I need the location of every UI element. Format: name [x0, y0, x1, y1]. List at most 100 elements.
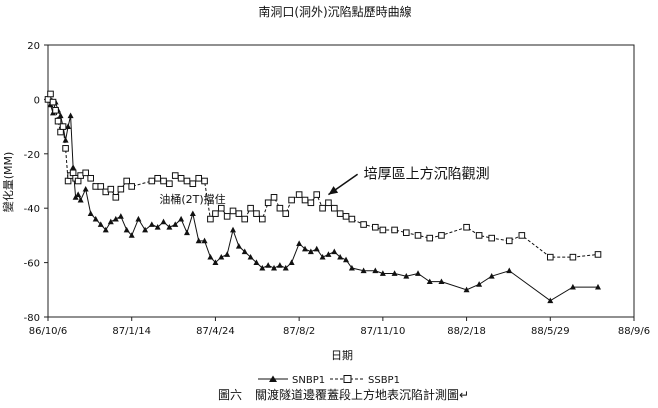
data-point-ssbp1: [259, 215, 266, 223]
data-point-snbp1: [123, 226, 130, 233]
data-point-snbp1: [265, 262, 272, 268]
data-point-snbp1: [112, 215, 119, 222]
data-point-snbp1: [57, 112, 64, 119]
data-point-snbp1: [247, 253, 254, 260]
legend-item-snbp1: SNBP1: [258, 375, 325, 386]
data-point-snbp1: [360, 267, 367, 274]
data-point-snbp1: [271, 264, 278, 271]
data-point-snbp1: [302, 245, 309, 252]
legend: SNBP1 SSBP1: [258, 375, 400, 386]
data-point-ssbp1: [166, 180, 173, 188]
data-point-snbp1: [195, 237, 202, 244]
data-point-snbp1: [148, 221, 155, 227]
data-point-snbp1: [426, 278, 433, 285]
legend-item-ssbp1: SSBP1: [330, 375, 400, 386]
data-point-ssbp1: [276, 204, 284, 212]
data-point-snbp1: [154, 224, 161, 230]
data-point-ssbp1: [247, 204, 254, 212]
annotation-text: 油桶(2T)擋住: [159, 192, 225, 206]
data-point-snbp1: [178, 215, 185, 222]
data-point-snbp1: [77, 196, 84, 203]
data-point-snbp1: [276, 262, 283, 268]
data-point-ssbp1: [391, 226, 398, 234]
data-point-ssbp1: [59, 123, 67, 130]
data-point-snbp1: [259, 264, 266, 271]
data-point-ssbp1: [301, 196, 309, 204]
data-point-ssbp1: [505, 237, 513, 245]
data-point-snbp1: [288, 259, 295, 265]
data-point-snbp1: [224, 251, 231, 257]
data-point-ssbp1: [319, 204, 326, 212]
data-point-ssbp1: [569, 253, 577, 261]
data-point-ssbp1: [438, 232, 445, 239]
data-point-snbp1: [172, 221, 179, 227]
data-point-ssbp1: [69, 169, 77, 177]
data-point-snbp1: [92, 215, 99, 222]
data-point-ssbp1: [212, 210, 219, 217]
x-tick-label: 87/11/10: [360, 326, 405, 337]
y-tick-label: -40: [24, 204, 40, 215]
data-point-snbp1: [102, 226, 109, 233]
data-point-ssbp1: [171, 172, 179, 179]
data-point-ssbp1: [546, 253, 554, 261]
data-point-ssbp1: [307, 199, 315, 207]
data-point-snbp1: [319, 253, 326, 260]
x-tick-label: 86/10/6: [29, 326, 68, 337]
caption-text: 關渡隧道邊覆蓋段上方地表沉陷計測圖↵: [255, 387, 469, 402]
data-point-ssbp1: [488, 234, 495, 242]
data-point-snbp1: [296, 240, 303, 246]
data-point-ssbp1: [74, 177, 82, 185]
data-point-snbp1: [218, 253, 225, 260]
data-point-snbp1: [82, 185, 89, 192]
data-point-ssbp1: [372, 223, 379, 231]
y-tick-label: -20: [24, 150, 40, 161]
triangle-marker-icon: [269, 375, 277, 382]
data-point-snbp1: [235, 243, 242, 249]
x-tick-label: 88/9/6: [618, 326, 650, 337]
data-point-ssbp1: [160, 177, 167, 185]
data-point-snbp1: [241, 248, 248, 255]
data-point-snbp1: [343, 256, 350, 263]
data-point-ssbp1: [414, 232, 422, 239]
caption-figure-label: 圖六: [218, 388, 242, 402]
data-point-ssbp1: [112, 194, 120, 201]
data-point-ssbp1: [201, 177, 208, 185]
x-tick-label: 87/8/2: [283, 326, 315, 337]
data-point-snbp1: [415, 270, 422, 276]
data-point-snbp1: [331, 248, 338, 255]
data-point-snbp1: [117, 213, 124, 219]
data-point-ssbp1: [217, 204, 225, 212]
data-point-snbp1: [189, 210, 196, 217]
data-point-ssbp1: [253, 210, 260, 217]
legend-label-ssbp1: SSBP1: [368, 375, 400, 386]
data-point-snbp1: [547, 297, 554, 304]
data-point-snbp1: [595, 283, 602, 290]
data-point-ssbp1: [288, 196, 295, 204]
data-point-snbp1: [160, 218, 167, 225]
x-tick-label: 88/2/18: [447, 326, 486, 337]
data-point-ssbp1: [360, 221, 367, 228]
legend-label-snbp1: SNBP1: [292, 375, 325, 386]
data-point-snbp1: [207, 253, 214, 260]
data-point-ssbp1: [64, 177, 72, 185]
data-point-ssbp1: [49, 98, 57, 106]
data-point-snbp1: [325, 251, 332, 257]
data-point-ssbp1: [177, 174, 185, 182]
data-point-snbp1: [62, 137, 69, 143]
data-point-ssbp1: [594, 251, 602, 258]
data-point-ssbp1: [336, 210, 344, 217]
data-point-ssbp1: [313, 191, 321, 198]
data-point-snbp1: [142, 226, 149, 233]
data-point-ssbp1: [348, 215, 356, 223]
data-point-ssbp1: [128, 183, 136, 190]
data-point-ssbp1: [57, 128, 64, 136]
data-point-snbp1: [379, 270, 386, 276]
data-point-snbp1: [476, 281, 483, 287]
y-tick-label: 20: [27, 41, 40, 52]
data-point-ssbp1: [342, 213, 350, 220]
data-point-ssbp1: [282, 210, 290, 217]
data-point-snbp1: [282, 264, 289, 271]
data-point-ssbp1: [325, 199, 332, 207]
data-point-snbp1: [75, 191, 82, 197]
